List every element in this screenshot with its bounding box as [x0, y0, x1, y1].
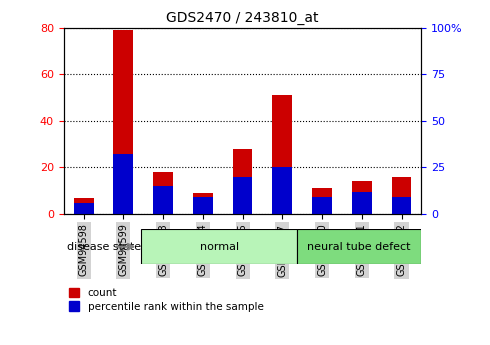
Bar [392, 177, 412, 214]
Bar [193, 197, 213, 214]
Legend: count, percentile rank within the sample: count, percentile rank within the sample [69, 288, 264, 312]
Bar [74, 198, 94, 214]
Bar [153, 186, 173, 214]
Bar [113, 154, 133, 214]
Text: disease state: disease state [67, 242, 141, 252]
Bar [233, 149, 252, 214]
Bar [312, 188, 332, 214]
Bar [233, 177, 252, 214]
Bar [74, 203, 94, 214]
Bar [352, 181, 372, 214]
Bar [142, 229, 297, 264]
Bar [272, 95, 292, 214]
Bar [352, 191, 372, 214]
Bar [193, 193, 213, 214]
Bar [272, 167, 292, 214]
Text: neural tube defect: neural tube defect [307, 242, 411, 252]
Bar [392, 197, 412, 214]
Bar [153, 172, 173, 214]
Bar [312, 197, 332, 214]
Text: normal: normal [199, 242, 239, 252]
Bar [297, 229, 421, 264]
Title: GDS2470 / 243810_at: GDS2470 / 243810_at [166, 11, 319, 25]
Bar [113, 30, 133, 214]
